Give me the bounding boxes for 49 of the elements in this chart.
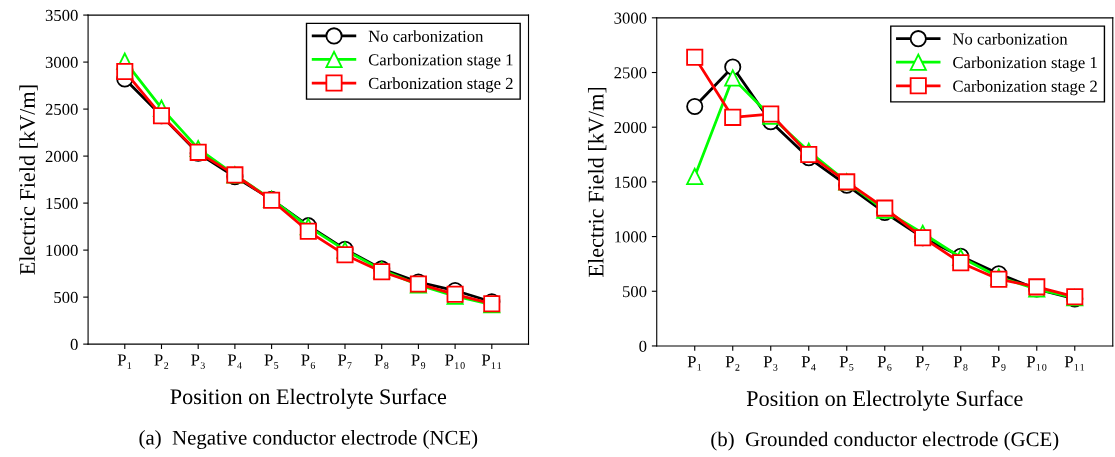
- x-tick-label: P₆: [877, 356, 892, 371]
- x-tick-label: P₈: [374, 354, 389, 369]
- legend-label: No carbonization: [952, 32, 1068, 45]
- x-tick-label: P₉: [991, 356, 1006, 371]
- x-tick-label: P₁: [117, 354, 132, 369]
- y-axis-title: Electric Field [kV/m]: [19, 85, 38, 275]
- x-tick-label: P₂: [154, 354, 169, 369]
- legend-label: Carbonization stage 1: [368, 53, 513, 69]
- x-tick-label: P₄: [227, 354, 242, 369]
- x-tick-label: P₁₁: [1064, 356, 1085, 371]
- legend-label: Carbonization stage 2: [368, 77, 513, 93]
- x-tick-label: P₂: [725, 356, 740, 371]
- x-axis-title: Position on Electrolyte Surface: [746, 390, 1023, 411]
- legend-label: Carbonization stage 1: [953, 56, 1097, 72]
- y-tick-label: 500: [622, 285, 647, 298]
- y-tick-label: 500: [54, 291, 78, 304]
- x-tick-label: P₁₀: [445, 354, 465, 369]
- y-tick-label: 1000: [615, 231, 647, 243]
- text: (a) Negative conductor electrode (NCE): [139, 430, 478, 450]
- y-tick-label: 2000: [45, 150, 78, 163]
- y-tick-label: 1500: [615, 176, 647, 188]
- x-tick-label: P₇: [337, 354, 352, 369]
- x-tick-label: P₁₁: [481, 354, 502, 369]
- x-tick-label: P₆: [301, 354, 316, 369]
- text: (b) Grounded conductor electrode (GCE): [711, 431, 1059, 451]
- x-tick-label: P₁: [687, 356, 702, 371]
- x-tick-label: P₄: [801, 356, 816, 371]
- x-tick-label: P₃: [763, 356, 778, 371]
- legend-label: Carbonization stage 2: [953, 80, 1097, 96]
- x-tick-label: P₅: [839, 356, 854, 371]
- x-tick-label: P₉: [411, 354, 426, 369]
- legend-label: No carbonization: [368, 30, 484, 42]
- y-tick-label: 3000: [614, 12, 647, 24]
- y-tick-label: 3500: [45, 9, 78, 22]
- y-tick-label: 1500: [46, 197, 78, 210]
- x-tick-label: P₇: [915, 356, 930, 371]
- y-tick-label: 2500: [614, 67, 647, 79]
- y-axis-title: Electric Field [kV/m]: [587, 87, 607, 277]
- y-tick-label: 3000: [45, 56, 78, 69]
- y-tick-label: 1000: [46, 244, 78, 257]
- y-tick-label: 0: [70, 338, 78, 351]
- x-axis-title: Position on Electrolyte Surface: [170, 388, 447, 409]
- x-tick-label: P₃: [191, 354, 205, 369]
- y-tick-label: 2500: [45, 103, 78, 116]
- x-tick-label: P₅: [264, 354, 279, 369]
- x-tick-label: P₈: [953, 356, 968, 371]
- y-tick-label: 2000: [614, 121, 647, 134]
- y-tick-label: 0: [639, 340, 647, 352]
- x-tick-label: P₁₀: [1026, 356, 1047, 371]
